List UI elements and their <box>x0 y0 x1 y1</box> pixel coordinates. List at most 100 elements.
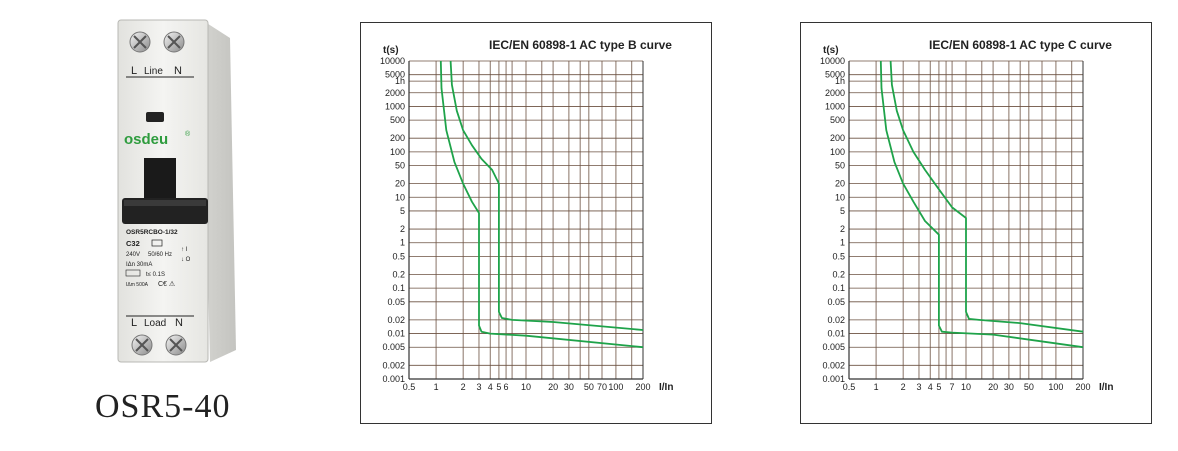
x-tick-label: 100 <box>1048 382 1063 392</box>
svg-text:↑ I: ↑ I <box>181 247 188 253</box>
y-tick-label: 1 <box>840 238 845 248</box>
x-tick-label: 10 <box>961 382 971 392</box>
y-tick-label: 0.002 <box>382 360 405 370</box>
breaker-product-image: L Line N osdeu ® OSR5RCBO-1/32 C32 ↑ I 2… <box>117 19 236 363</box>
x-tick-label: 2 <box>901 382 906 392</box>
model-caption: OSR5-40 <box>95 388 231 425</box>
chart-panel-b: IEC/EN 60898-1 AC type B curve t(s) 10000 5… <box>360 22 712 424</box>
y-tick-label: 0.2 <box>392 269 405 279</box>
svg-text:C€ ⚠: C€ ⚠ <box>158 280 175 288</box>
y-tick-label: 20 <box>835 179 845 189</box>
x-tick-label: 20 <box>988 382 998 392</box>
y-tick-label: 0.005 <box>382 342 405 352</box>
bottom-screw-left-icon <box>131 334 153 356</box>
y-tick-label: 0.02 <box>387 315 405 325</box>
y-tick-label: 2000 <box>385 88 405 98</box>
residual-current-label: IΔn 30mA <box>126 262 152 268</box>
y-tick-label: 0.5 <box>832 251 845 261</box>
y-tick-label: 50 <box>835 161 845 171</box>
y-tick-label: 0.01 <box>827 329 845 339</box>
chart-b-svg: IEC/EN 60898-1 AC type B curve t(s)10000 5… <box>380 38 673 393</box>
x-tick-label: 30 <box>564 382 574 392</box>
y-tick-label: 0.1 <box>392 283 405 293</box>
y-tick-label: 1h <box>835 76 845 86</box>
y-tick-label: 2 <box>840 224 845 234</box>
y-tick-label: 0.01 <box>387 329 405 339</box>
y-tick-label: 50 <box>395 161 405 171</box>
trip-time-label: t≤ 0.1S <box>146 272 165 278</box>
bottom-screw-right-icon <box>165 334 187 356</box>
top-terminal-left: L <box>131 65 137 77</box>
chart-c-svg: IEC/EN 60898-1 AC type C curve t(s)10000 5… <box>820 38 1113 393</box>
y-tick-label: 2000 <box>825 88 845 98</box>
x-tick-label: 30 <box>1004 382 1014 392</box>
breaking-label: IΔm 500A <box>126 282 149 288</box>
x-tick-label: 10 <box>521 382 531 392</box>
y-tick-label: 0.05 <box>387 297 405 307</box>
y-tick-label: 10 <box>835 192 845 202</box>
y-tick-label: 200 <box>830 133 845 143</box>
y-tick-label: 1h <box>395 76 405 86</box>
x-tick-label: 0.5 <box>843 382 856 392</box>
x-tick-label: 20 <box>548 382 558 392</box>
x-axis-label: I/In <box>659 382 673 393</box>
y-axis-label: t(s) <box>823 45 839 56</box>
x-tick-label: 1 <box>434 382 439 392</box>
svg-text:®: ® <box>185 130 191 138</box>
top-terminal-right: N <box>174 65 182 77</box>
bottom-terminal-right: N <box>175 317 183 329</box>
y-tick-label: 0.2 <box>832 269 845 279</box>
bottom-terminal-label: Load <box>144 318 166 329</box>
y-tick-label: 0.005 <box>822 342 845 352</box>
y-tick-label: 0.002 <box>822 360 845 370</box>
x-tick-label: 4 <box>488 382 493 392</box>
svg-text:↓ O: ↓ O <box>181 257 191 263</box>
x-tick-label: 3 <box>476 382 481 392</box>
y-tick-label: 5 <box>400 206 405 216</box>
x-axis-label: I/In <box>1099 382 1113 393</box>
y-axis-label: t(s) <box>383 45 399 56</box>
x-tick-label: 6 <box>504 382 509 392</box>
y-tick-label: 0.05 <box>827 297 845 307</box>
y-tick-label: 100 <box>830 147 845 157</box>
chart-title: IEC/EN 60898-1 AC type C curve <box>929 38 1112 52</box>
y-tick-label: 100 <box>390 147 405 157</box>
x-tick-label: 5 <box>496 382 501 392</box>
test-button[interactable] <box>146 112 164 122</box>
x-tick-label: 50 <box>584 382 594 392</box>
rating-label: C32 <box>126 239 140 248</box>
x-tick-label: 7 <box>950 382 955 392</box>
brand-logo: osdeu <box>124 131 168 148</box>
y-tick-label: 200 <box>390 133 405 143</box>
bottom-terminal-left: L <box>131 317 137 329</box>
top-screw-left-icon <box>129 31 151 53</box>
y-tick-label: 10 <box>395 192 405 202</box>
model-code: OSR5RCBO-1/32 <box>126 229 178 236</box>
x-tick-label: 4 <box>928 382 933 392</box>
y-tick-label: 5 <box>840 206 845 216</box>
x-tick-label: 50 <box>1024 382 1034 392</box>
x-tick-label: 5 <box>936 382 941 392</box>
breaker-side <box>202 20 236 362</box>
y-tick-label: 0.001 <box>382 374 405 384</box>
chart-title: IEC/EN 60898-1 AC type B curve <box>489 38 672 52</box>
top-terminal-label: Line <box>144 66 163 77</box>
x-tick-label: 3 <box>916 382 921 392</box>
y-tick-label: 500 <box>390 115 405 125</box>
curve-lower <box>879 60 1084 349</box>
curve-lower <box>439 60 644 349</box>
toggle-lever[interactable] <box>144 158 176 204</box>
curve-upper <box>449 60 644 331</box>
y-tick-label: 5000 <box>825 70 845 80</box>
x-tick-label: 1 <box>874 382 879 392</box>
x-tick-label: 100 <box>608 382 623 392</box>
x-tick-label: 2 <box>461 382 466 392</box>
y-tick-label: 0.5 <box>392 251 405 261</box>
frequency-label: 50/60 Hz <box>148 252 172 258</box>
x-tick-label: 70 <box>597 382 607 392</box>
y-tick-label: 1 <box>400 238 405 248</box>
y-tick-label: 1000 <box>385 101 405 111</box>
y-tick-label: 1000 <box>825 101 845 111</box>
x-tick-label: 0.5 <box>403 382 416 392</box>
y-tick-label: 10000 <box>380 56 405 66</box>
